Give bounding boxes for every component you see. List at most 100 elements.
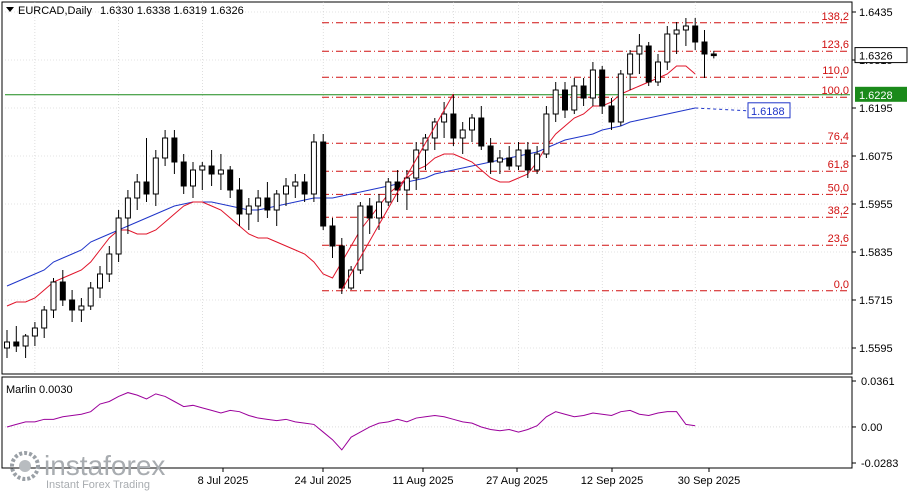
fib-label: 23,6: [828, 233, 849, 245]
candle-body: [366, 205, 373, 219]
candle-body: [357, 205, 364, 271]
x-tick-label: 8 Jul 2025: [198, 475, 249, 487]
candle-body: [394, 181, 401, 191]
candle-body: [50, 281, 57, 311]
candle-body: [506, 157, 513, 167]
candle-body: [4, 341, 10, 349]
candle-body: [338, 245, 345, 289]
price-panel: [1, 1, 853, 375]
ohlc-values: 1.6330 1.6338 1.6319 1.6326: [100, 5, 244, 17]
symbol-timeframe: EURCAD,Daily: [18, 5, 92, 17]
logo-tagline: Instant Forex Trading: [46, 479, 150, 491]
candle-body: [580, 85, 587, 99]
candle-body: [292, 181, 299, 187]
candle-body: [134, 181, 141, 199]
candle-body: [31, 327, 38, 337]
candle-body: [562, 89, 568, 111]
candle-body: [441, 113, 448, 123]
candle-body: [329, 225, 336, 247]
osc-tick-label: 0.00: [861, 422, 882, 434]
candle-body: [571, 85, 578, 111]
fib-label: 76,4: [828, 131, 849, 143]
osc-tick-label: 0.0361: [861, 376, 895, 388]
x-tick-label: 12 Sep 2025: [581, 475, 643, 487]
price-axis: 1.64351.63151.61951.60751.59551.58351.57…: [852, 7, 898, 470]
candle-body: [376, 201, 382, 219]
oscillator-panel: [1, 376, 853, 469]
blue-price-label: 1.6188: [751, 106, 785, 118]
ma-blue-projection: [695, 107, 749, 112]
logo-burst-icon: [10, 451, 40, 481]
candle-body: [636, 45, 643, 55]
fib-label: 123,6: [821, 39, 849, 51]
logo-brand: instaforex: [44, 450, 165, 481]
osc-tick-label: -0.0283: [861, 458, 898, 470]
price-tags: 1.6326 1.6228 1.6188: [747, 47, 908, 119]
candle-body: [645, 45, 652, 83]
y-tick-label: 1.5835: [859, 247, 893, 259]
fib-label: 38,2: [828, 205, 849, 217]
fib-label: 138,2: [821, 11, 849, 23]
candles: [4, 18, 717, 358]
candle-body: [59, 281, 66, 301]
fib-label: 100,0: [821, 85, 849, 97]
candle-body: [199, 165, 206, 171]
candle-body: [673, 29, 680, 35]
x-tick-label: 24 Jul 2025: [295, 475, 352, 487]
candle-body: [543, 113, 550, 155]
candle-body: [41, 309, 48, 329]
y-tick-label: 1.6075: [859, 151, 893, 163]
time-axis: 8 Jul 2025 24 Jul 2025 11 Aug 2025 27 Aug 2…: [198, 468, 740, 487]
candle-body: [469, 117, 475, 131]
candle-body: [273, 193, 280, 211]
candle-body: [627, 53, 634, 75]
current-price-label: 1.6326: [859, 51, 893, 63]
candle-body: [171, 137, 178, 163]
candle-body: [78, 305, 85, 311]
candle-body: [655, 61, 661, 83]
candle-body: [385, 181, 392, 203]
candle-body: [450, 113, 457, 139]
trendline: [341, 93, 454, 291]
candle-body: [13, 341, 20, 347]
candle-body: [301, 181, 308, 195]
y-tick-label: 1.6195: [859, 103, 893, 115]
instaforex-logo: instaforex Instant Forex Trading: [10, 450, 165, 491]
candle-body: [692, 25, 699, 43]
indicator-name: Marlin 0.0030: [6, 384, 73, 396]
candle-body: [617, 73, 624, 123]
candle-body: [608, 105, 615, 123]
oscillator-line: [6, 392, 696, 451]
oscillator: [5, 392, 850, 451]
x-tick-label: 27 Aug 2025: [486, 475, 548, 487]
current-price-tag: [854, 47, 908, 64]
green-price-tag: [855, 86, 907, 102]
candle-body: [710, 53, 717, 57]
red-trendline: [341, 93, 454, 291]
candle-body: [320, 141, 327, 227]
ma-red-line: [6, 65, 696, 307]
header: EURCAD,Daily 1.6330 1.6338 1.6319 1.6326: [6, 5, 244, 17]
candle-body: [496, 157, 503, 163]
candle-body: [599, 69, 606, 107]
candle-body: [459, 129, 466, 139]
candle-body: [431, 121, 438, 139]
x-tick-label: 30 Sep 2025: [678, 475, 740, 487]
candle-body: [124, 197, 131, 219]
candle-body: [478, 117, 485, 147]
ma-blue-line: [6, 107, 696, 287]
candle-body: [97, 273, 103, 289]
candle-body: [487, 145, 494, 163]
candle-body: [87, 287, 94, 307]
moving-averages: [6, 65, 749, 307]
candle-body: [264, 197, 271, 211]
fibonacci-levels: 138,2 123,6 110,0 100,0 76,4 61,8 50,0 38,2 23,6…: [322, 11, 850, 292]
candle-body: [515, 149, 522, 167]
candle-body: [180, 161, 187, 187]
fib-label: 0,0: [834, 279, 849, 291]
candle-body: [162, 137, 169, 159]
candle-body: [217, 169, 224, 175]
fib-label: 110,0: [822, 65, 849, 77]
candle-body: [682, 25, 689, 31]
